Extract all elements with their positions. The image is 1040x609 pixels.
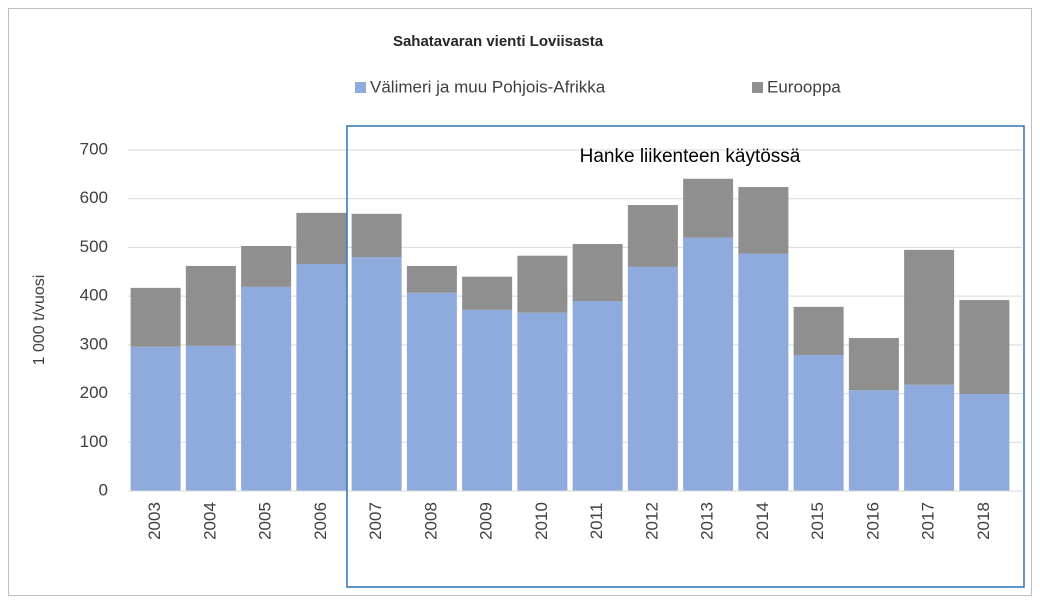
legend-label: Välimeri ja muu Pohjois-Afrikka [370,77,606,96]
bar [241,286,292,491]
bar [904,249,955,385]
bar [793,355,844,491]
bar [517,312,568,491]
legend-swatch [355,82,366,93]
bar [738,187,789,254]
x-tick-label: 2009 [477,502,496,540]
x-tick-label: 2008 [421,502,440,540]
legend-swatch [752,82,763,93]
bar [738,253,789,491]
x-tick-label: 2012 [642,502,661,540]
bar [517,255,568,313]
legend-label: Eurooppa [767,77,841,96]
chart-title: Sahatavaran vienti Loviisasta [393,33,604,50]
bar [627,205,678,267]
x-tick-label: 2007 [366,502,385,540]
bar [241,245,292,287]
bar [627,266,678,491]
x-tick-label: 2004 [200,502,219,540]
x-tick-label: 2003 [145,502,164,540]
y-tick-label: 300 [80,334,108,353]
annotation-box [346,125,1025,588]
bar [296,212,347,264]
bar [130,346,181,491]
bar [406,292,457,491]
x-tick-label: 2006 [311,502,330,540]
bar [462,309,513,491]
y-axis-label: 1 000 t/vuosi [31,275,48,366]
bar [683,237,734,491]
y-tick-label: 400 [80,286,108,305]
x-tick-label: 2005 [256,502,275,540]
bar [462,276,513,310]
y-tick-label: 700 [80,139,108,158]
y-tick-label: 100 [80,432,108,451]
x-tick-label: 2013 [698,502,717,540]
bar [793,306,844,356]
bar [572,301,623,491]
bar [406,265,457,293]
bar [572,244,623,302]
y-tick-label: 0 [99,480,108,499]
x-tick-label: 2011 [587,503,606,540]
bar [130,287,181,347]
annotation: Hanke liikenteen käytössä [580,146,801,167]
bar [848,338,899,391]
x-tick-label: 2015 [808,502,827,540]
bar [351,213,402,258]
bar [351,257,402,491]
y-tick-label: 200 [80,383,108,402]
bar [848,390,899,491]
bar [959,394,1010,491]
x-tick-label: 2014 [753,502,772,540]
x-tick-label: 2017 [919,502,938,540]
x-tick-label: 2018 [974,502,993,540]
y-tick-label: 600 [80,188,108,207]
x-tick-label: 2016 [863,502,882,540]
legend: Välimeri ja muu Pohjois-Afrikka Eurooppa [355,77,841,96]
bar [683,178,734,238]
y-tick-label: 500 [80,237,108,256]
x-tick-label: 2010 [532,502,551,540]
bar [185,345,236,491]
bar [959,300,1010,395]
bar [296,263,347,491]
bar [904,384,955,491]
plot: 0 100 200 300 400 500 600 700 2003 2004 2005 2006 20… [80,139,1022,540]
bar [185,265,236,346]
